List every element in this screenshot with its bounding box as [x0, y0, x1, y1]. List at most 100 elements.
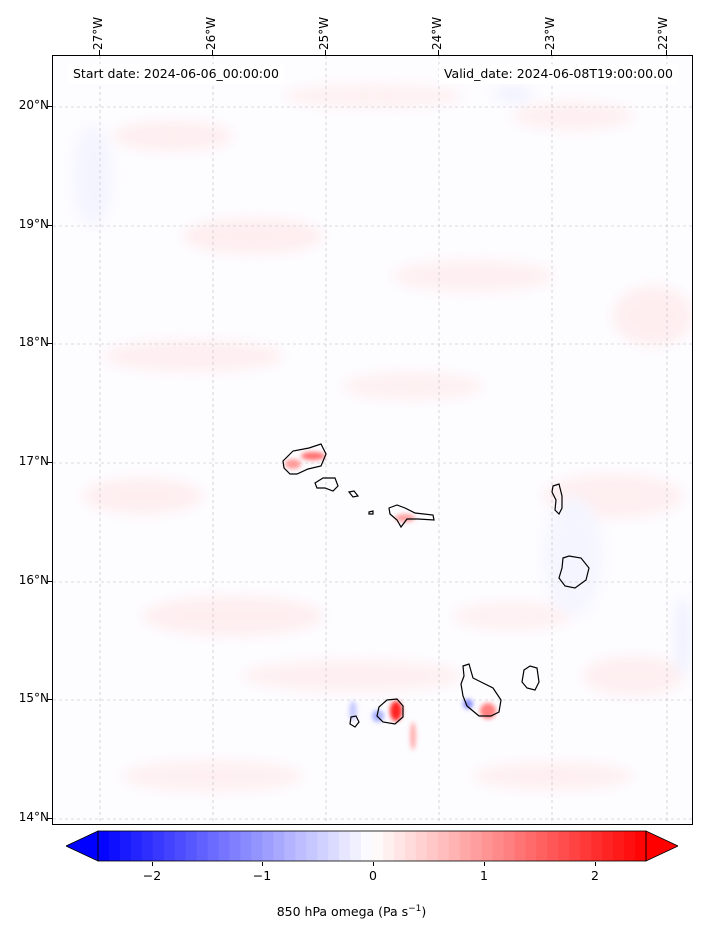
colorbar-cell — [426, 831, 439, 861]
colorbar-cell — [393, 831, 406, 861]
lat-label-19n: 19°N — [18, 217, 49, 231]
colorbar-cell — [613, 831, 625, 861]
colorbar-cell — [536, 831, 548, 861]
colorbar-tick-label: 1 — [480, 868, 488, 883]
colorbar-cell — [372, 831, 384, 861]
colorbar-cell — [624, 831, 636, 861]
island-brava — [349, 715, 360, 728]
island-fogo — [376, 698, 404, 725]
island-sal — [551, 483, 563, 516]
colorbar-extend-max — [645, 830, 678, 862]
colorbar-cell — [295, 831, 307, 861]
lat-tick-mark — [47, 581, 52, 582]
colorbar-cell — [437, 831, 450, 861]
colorbar-cell — [163, 831, 176, 861]
lon-label-23w: 23°W — [543, 16, 557, 50]
island-boa-vista — [558, 555, 590, 589]
lat-tick-mark — [47, 699, 52, 700]
lat-label-17n: 17°N — [18, 454, 49, 468]
colorbar-cell — [514, 831, 526, 861]
colorbar-title-exponent: −1 — [408, 904, 422, 914]
lat-label-20n: 20°N — [18, 98, 49, 112]
colorbar-tick-label: −2 — [142, 868, 162, 883]
lon-label-25w: 25°W — [317, 16, 331, 50]
colorbar-tick-mark — [595, 862, 596, 866]
gridlines — [53, 56, 692, 824]
lon-label-27w: 27°W — [91, 16, 105, 50]
lon-tick-mark — [551, 50, 552, 55]
colorbar-cell — [207, 831, 220, 861]
island-santiago — [460, 663, 502, 717]
colorbar-cell — [284, 831, 296, 861]
colorbar-tick-label: 2 — [591, 868, 599, 883]
colorbar-cell — [251, 831, 263, 861]
lat-tick-mark — [47, 462, 52, 463]
colorbar-tick-mark — [373, 862, 374, 866]
colorbar-cell — [185, 831, 198, 861]
colorbar-cell — [492, 831, 505, 861]
colorbar-cell — [196, 831, 209, 861]
coastlines — [282, 443, 590, 728]
lat-tick-mark — [47, 225, 52, 226]
valid-date-label: Valid_date: 2024-06-08T19:00:00.00 — [438, 64, 678, 84]
start-date-label: Start date: 2024-06-06_00:00:00 — [68, 64, 284, 84]
colorbar-cell — [130, 831, 143, 861]
lon-label-22w: 22°W — [656, 16, 670, 50]
colorbar-cell — [273, 831, 285, 861]
colorbar-cell — [591, 831, 603, 861]
island-sao-vicente — [314, 477, 339, 492]
colorbar-outline — [97, 830, 647, 862]
colorbar-cell — [580, 831, 592, 861]
colorbar-cell — [525, 831, 537, 861]
colorbar-cell — [262, 831, 274, 861]
colorbar-cell — [218, 831, 231, 861]
lat-label-15n: 15°N — [18, 691, 49, 705]
colorbar-extend-min — [66, 830, 99, 862]
colorbar-cell — [240, 831, 252, 861]
lat-label-16n: 16°N — [18, 573, 49, 587]
colorbar-cell — [481, 831, 494, 861]
colorbar-cell — [503, 831, 515, 861]
lon-tick-mark — [325, 50, 326, 55]
colorbar-cell — [152, 831, 165, 861]
colorbar-cell — [448, 831, 461, 861]
island-sao-nicolau — [388, 504, 435, 529]
colorbar-cell — [569, 831, 581, 861]
omega-field-map — [53, 56, 692, 824]
colorbar-tick-mark — [262, 862, 263, 866]
lon-label-26w: 26°W — [204, 16, 218, 50]
colorbar-cell — [306, 831, 318, 861]
colorbar-cell — [361, 831, 373, 861]
colorbar-cell — [229, 831, 241, 861]
colorbar-cell — [459, 831, 472, 861]
lon-tick-mark — [99, 50, 100, 55]
island-maio — [521, 665, 540, 691]
colorbar-cell — [98, 831, 110, 861]
colorbar-cell — [339, 831, 351, 861]
colorbar-cell — [635, 831, 647, 861]
colorbar-cell — [317, 831, 329, 861]
field-shading — [73, 84, 692, 792]
colorbar-cell — [328, 831, 340, 861]
colorbar-tick-label: 0 — [369, 868, 377, 883]
colorbar-tick-label: −1 — [252, 868, 272, 883]
colorbar-cell — [382, 831, 395, 861]
colorbar-cell — [350, 831, 362, 861]
colorbar-cell — [119, 831, 132, 861]
colorbar-cell — [404, 831, 417, 861]
lon-tick-mark — [212, 50, 213, 55]
colorbar-title-suffix: ) — [421, 904, 427, 920]
colorbar-cell — [558, 831, 570, 861]
colorbar — [66, 830, 678, 862]
colorbar-tick-mark — [484, 862, 485, 866]
colorbar-cell — [415, 831, 428, 861]
colorbar-cell — [141, 831, 154, 861]
colorbar-cell — [547, 831, 559, 861]
lat-label-18n: 18°N — [18, 335, 49, 349]
map-panel — [52, 55, 693, 825]
island-santa-luzia — [347, 490, 360, 498]
colorbar-cell — [470, 831, 483, 861]
lon-label-24w: 24°W — [430, 16, 444, 50]
island-santo-antao — [282, 443, 327, 475]
colorbar-title: 850 hPa omega (Pa s−1) — [0, 904, 703, 919]
